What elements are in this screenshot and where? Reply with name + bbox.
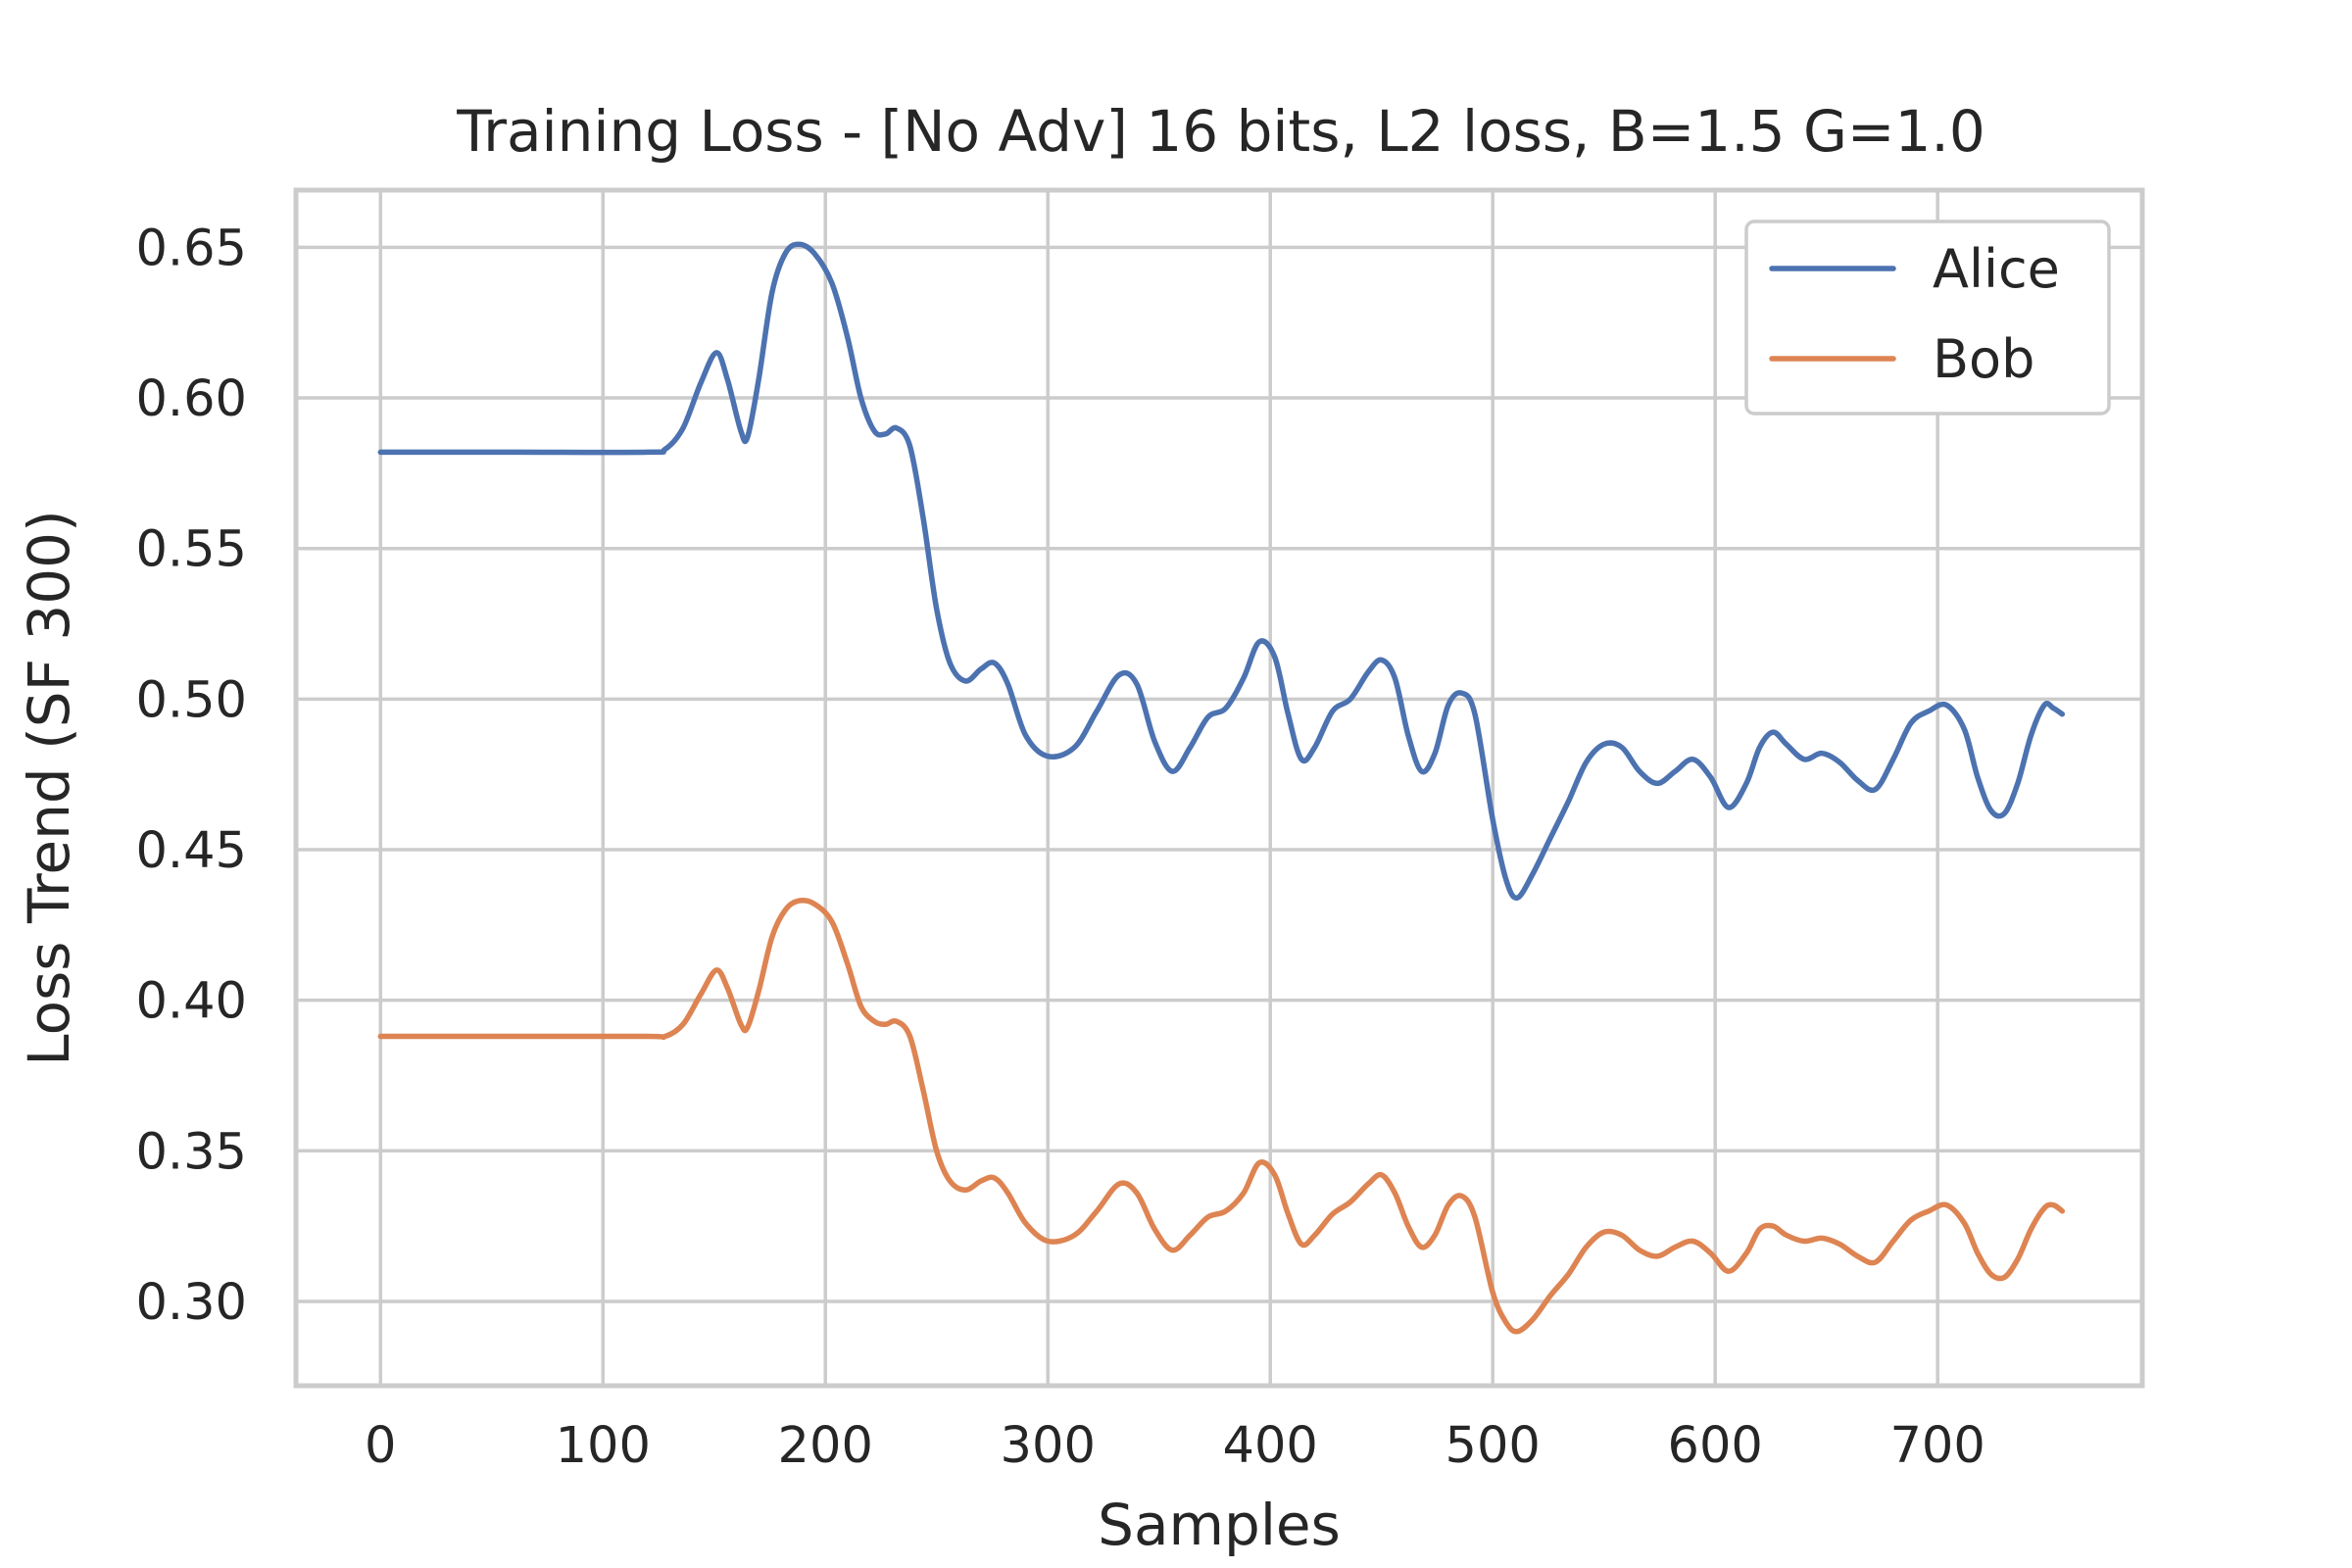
x-tick-label: 500 [1446,1417,1541,1475]
y-tick-label: 0.35 [135,1123,247,1181]
legend-label-alice: Alice [1933,238,2060,300]
x-tick-label: 300 [1001,1417,1096,1475]
plot-frame [293,187,2145,1389]
legend-items: Alice Bob [1769,238,2060,390]
chart-title: Training Loss - [No Adv] 16 bits, L2 los… [456,98,1985,165]
series-line-bob [377,898,2066,1335]
y-tick-label: 0.55 [135,521,247,579]
x-tick-label: 100 [556,1417,651,1475]
y-axis-label: Loss Trend (SF 300) [16,510,82,1065]
x-tick-label: 0 [365,1417,396,1475]
y-tick-label: 0.40 [135,973,247,1031]
series-line-alice [377,241,2066,901]
grid-lines [296,190,2142,1386]
legend: Alice Bob [1744,220,2111,416]
y-tick-label: 0.50 [135,671,247,729]
x-tick-label: 200 [778,1417,873,1475]
y-tick-label: 0.30 [135,1274,247,1332]
legend-label-bob: Bob [1933,328,2034,390]
x-tick-label: 600 [1668,1417,1763,1475]
y-tick-label: 0.60 [135,370,247,428]
x-tick-label: 700 [1889,1417,1984,1475]
x-tick-label: 400 [1223,1417,1318,1475]
x-tick-labels: 0 100 200 300 400 500 600 700 [365,1417,1985,1475]
y-tick-label: 0.65 [135,220,247,277]
series-lines [377,241,2066,1335]
x-axis-label: Samples [1098,1492,1341,1558]
y-tick-labels: 0.30 0.35 0.40 0.45 0.50 0.55 0.60 0.65 [135,220,247,1332]
y-tick-label: 0.45 [135,822,247,880]
